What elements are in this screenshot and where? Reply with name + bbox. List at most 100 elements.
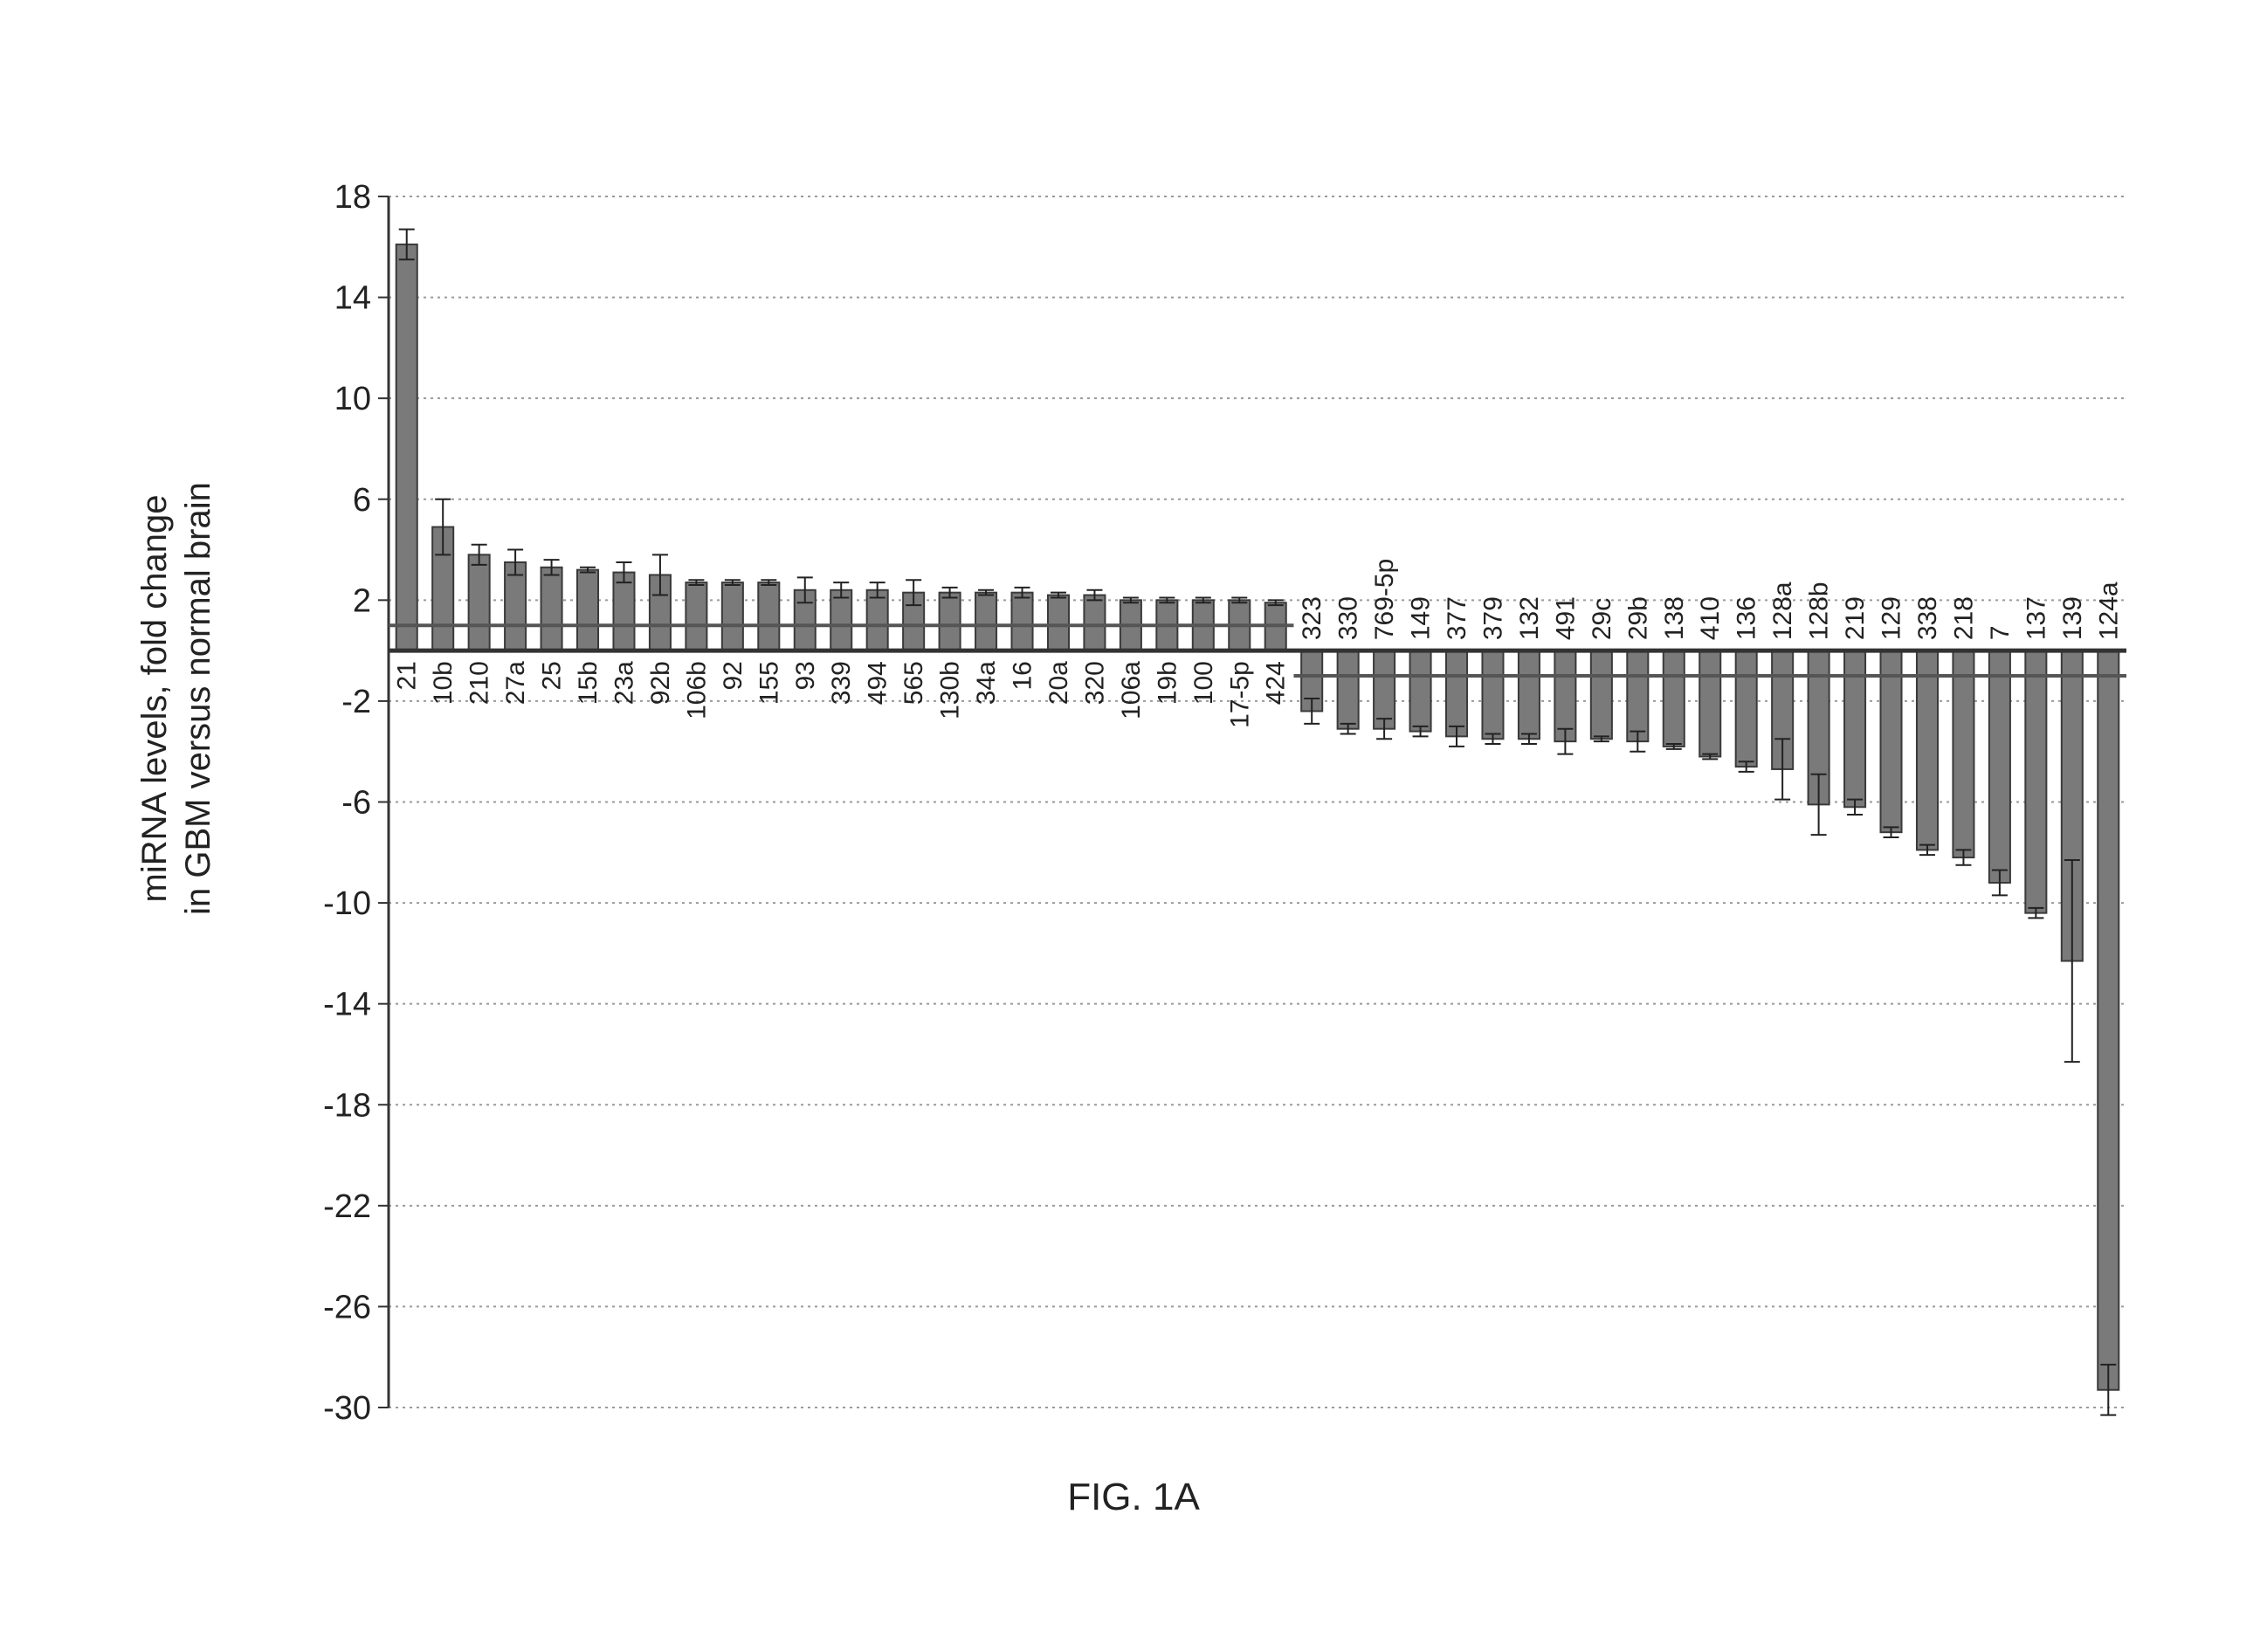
- bar: [1554, 650, 1575, 741]
- y-axis-label-line-1: miRNA levels, fold change: [135, 495, 174, 903]
- bar: [1446, 650, 1467, 736]
- category-label: 129: [1878, 596, 1906, 640]
- bar: [1627, 650, 1648, 741]
- y-tick-label: 6: [353, 482, 371, 519]
- category-label: 100: [1189, 661, 1218, 705]
- y-tick-label: -6: [341, 785, 371, 822]
- bar: [1699, 650, 1720, 756]
- bar: [830, 590, 851, 650]
- bar: [541, 568, 562, 650]
- category-label: 155: [755, 661, 783, 705]
- category-label: 219: [1841, 596, 1870, 640]
- category-label: 27a: [501, 661, 530, 705]
- bar: [1591, 650, 1612, 739]
- category-label: 7: [1986, 625, 2015, 640]
- bar: [1338, 650, 1359, 729]
- category-label: 494: [864, 661, 892, 705]
- category-label: 92: [719, 661, 748, 690]
- y-tick-label: 2: [353, 582, 371, 619]
- bar: [867, 590, 888, 650]
- category-label: 15b: [574, 661, 603, 705]
- bar: [577, 570, 598, 650]
- category-label: 323: [1298, 596, 1326, 640]
- category-label: 136: [1733, 596, 1761, 640]
- category-label: 23a: [610, 661, 638, 705]
- bar: [1519, 650, 1540, 739]
- y-tick-label: -10: [323, 885, 371, 922]
- y-tick-label: -2: [341, 684, 371, 720]
- category-label: 106a: [1117, 661, 1146, 719]
- category-label: 93: [791, 661, 820, 690]
- bar: [758, 582, 779, 650]
- category-label: 410: [1696, 596, 1725, 640]
- category-label: 338: [1913, 596, 1942, 640]
- category-label: 424: [1262, 661, 1291, 705]
- category-label: 10b: [429, 661, 458, 705]
- y-tick-label: -30: [323, 1390, 371, 1427]
- bar: [975, 593, 996, 650]
- category-label: 132: [1515, 596, 1544, 640]
- category-label: 491: [1551, 596, 1580, 640]
- category-label: 25: [538, 661, 567, 690]
- category-label: 16: [1009, 661, 1037, 690]
- category-label: 149: [1407, 596, 1436, 640]
- bar: [1953, 650, 1974, 857]
- bar: [1410, 650, 1431, 731]
- bar: [2098, 650, 2119, 1390]
- bars: [396, 230, 2119, 1415]
- category-label: 128a: [1768, 582, 1797, 640]
- category-label: 19b: [1153, 661, 1182, 705]
- category-label: 565: [899, 661, 928, 705]
- bar: [1736, 650, 1757, 767]
- y-tick-label: -18: [323, 1087, 371, 1124]
- category-label: 339: [827, 661, 856, 705]
- category-label: 138: [1660, 596, 1689, 640]
- category-label: 34a: [972, 661, 1001, 705]
- category-label: 320: [1080, 661, 1109, 705]
- bar: [613, 573, 634, 651]
- y-axis-label-line-2: in GBM versus normal brain: [179, 482, 217, 915]
- bar: [469, 554, 490, 650]
- bar: [722, 582, 743, 650]
- bar: [2025, 650, 2046, 913]
- category-label: 379: [1478, 596, 1507, 640]
- category-label: 106b: [682, 661, 711, 719]
- y-tick-label: -22: [323, 1188, 371, 1225]
- bar: [1880, 650, 1901, 832]
- bar: [940, 593, 961, 650]
- category-label: 17-5p: [1225, 661, 1254, 728]
- category-label: 130b: [936, 661, 965, 719]
- bar: [1084, 595, 1105, 651]
- category-label: 92b: [646, 661, 675, 705]
- category-label: 210: [465, 661, 494, 705]
- y-tick-label: -14: [323, 987, 371, 1023]
- category-label: 29b: [1623, 596, 1652, 640]
- category-label: 29c: [1588, 598, 1616, 640]
- category-label: 139: [2058, 596, 2087, 640]
- category-label: 137: [2022, 596, 2050, 640]
- category-label: 377: [1443, 596, 1471, 640]
- bar: [1482, 650, 1503, 739]
- y-axis-ticks: 18 14 10 6 2 -2 -6 -10 -14 -18 -22 -26 -30: [323, 179, 389, 1427]
- category-label: 21: [393, 661, 422, 690]
- bar: [1048, 595, 1069, 651]
- bar: [1664, 650, 1685, 747]
- category-label: 128b: [1805, 582, 1834, 640]
- category-label: 218: [1949, 596, 1978, 640]
- category-label: 124a: [2094, 582, 2123, 640]
- bar: [396, 244, 417, 650]
- bar: [1374, 650, 1395, 729]
- bar: [1917, 650, 1938, 850]
- y-tick-label: 14: [334, 280, 371, 317]
- category-label: 330: [1334, 596, 1363, 640]
- bar: [1989, 650, 2010, 883]
- y-tick-label: -26: [323, 1289, 371, 1325]
- bar: [1844, 650, 1865, 807]
- category-label: 769-5p: [1370, 559, 1399, 640]
- y-tick-label: 10: [334, 381, 371, 417]
- figure-caption: FIG. 1A: [0, 1476, 2267, 1519]
- y-tick-label: 18: [334, 179, 371, 216]
- bar: [686, 582, 706, 650]
- bar: [1011, 593, 1032, 650]
